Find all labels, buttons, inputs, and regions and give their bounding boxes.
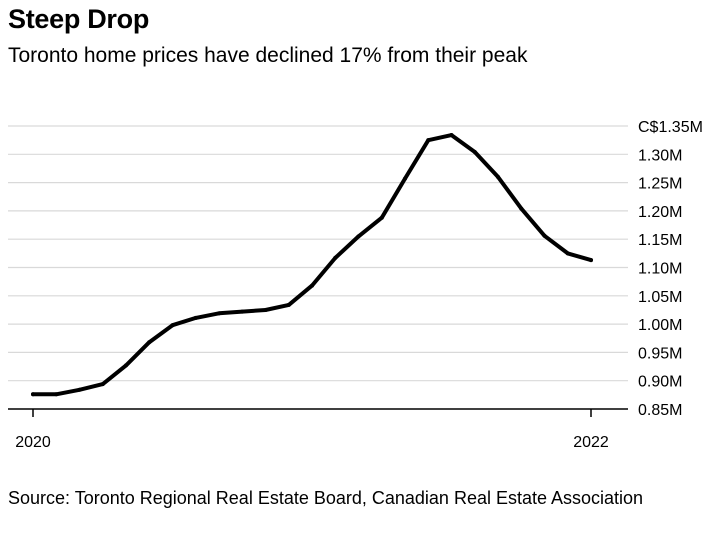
series-line-home-prices (31, 133, 593, 397)
line-chart: 0.85M 0.90M 0.95M 1.00M 1.05M 1.10M 1.15M 1.20M… (8, 119, 703, 451)
y-tick-label: 1.10M (638, 261, 682, 278)
y-tick-label: 0.90M (638, 374, 682, 391)
data-point (240, 309, 245, 314)
y-axis-tick-labels: 0.85M 0.90M 0.95M 1.00M 1.05M 1.10M 1.15M 1.20M… (638, 119, 703, 419)
gridlines (8, 125, 628, 382)
y-tick-label: 1.05M (638, 289, 682, 306)
data-point (356, 234, 361, 239)
data-point (100, 382, 105, 387)
data-point (519, 206, 524, 211)
data-point (403, 176, 407, 181)
series-layer (31, 133, 593, 397)
data-point (124, 363, 128, 368)
data-point (31, 392, 35, 397)
data-point (496, 174, 500, 179)
data-point (565, 251, 570, 256)
data-point (426, 138, 431, 143)
data-point (379, 215, 384, 220)
chart-subtitle: Toronto home prices have declined 17% fr… (8, 44, 528, 67)
y-tick-label: C$1.35M (638, 119, 703, 136)
y-tick-label: 1.00M (638, 317, 682, 334)
data-point (286, 302, 291, 307)
data-point (193, 315, 198, 320)
data-point (449, 133, 454, 138)
x-axis: 2020 2022 (8, 408, 628, 451)
source-note: Source: Toronto Regional Real Estate Boa… (8, 488, 644, 508)
data-point (542, 233, 547, 238)
data-point (54, 392, 59, 397)
data-point (217, 311, 221, 316)
data-point (170, 323, 175, 328)
y-tick-label: 0.85M (638, 402, 682, 419)
x-tick-label: 2020 (15, 434, 51, 451)
chart-title: Steep Drop (8, 4, 150, 34)
data-point (147, 340, 152, 345)
data-point (310, 283, 314, 288)
data-point (589, 258, 593, 263)
y-tick-label: 1.20M (638, 204, 682, 221)
data-point (472, 150, 477, 155)
y-tick-label: 1.25M (638, 176, 682, 193)
x-tick-label: 2022 (573, 434, 609, 451)
y-tick-label: 1.30M (638, 147, 682, 164)
y-tick-label: 1.15M (638, 232, 682, 249)
data-point (333, 255, 338, 260)
data-point (77, 387, 82, 392)
data-point (263, 307, 268, 312)
y-tick-label: 0.95M (638, 345, 682, 362)
